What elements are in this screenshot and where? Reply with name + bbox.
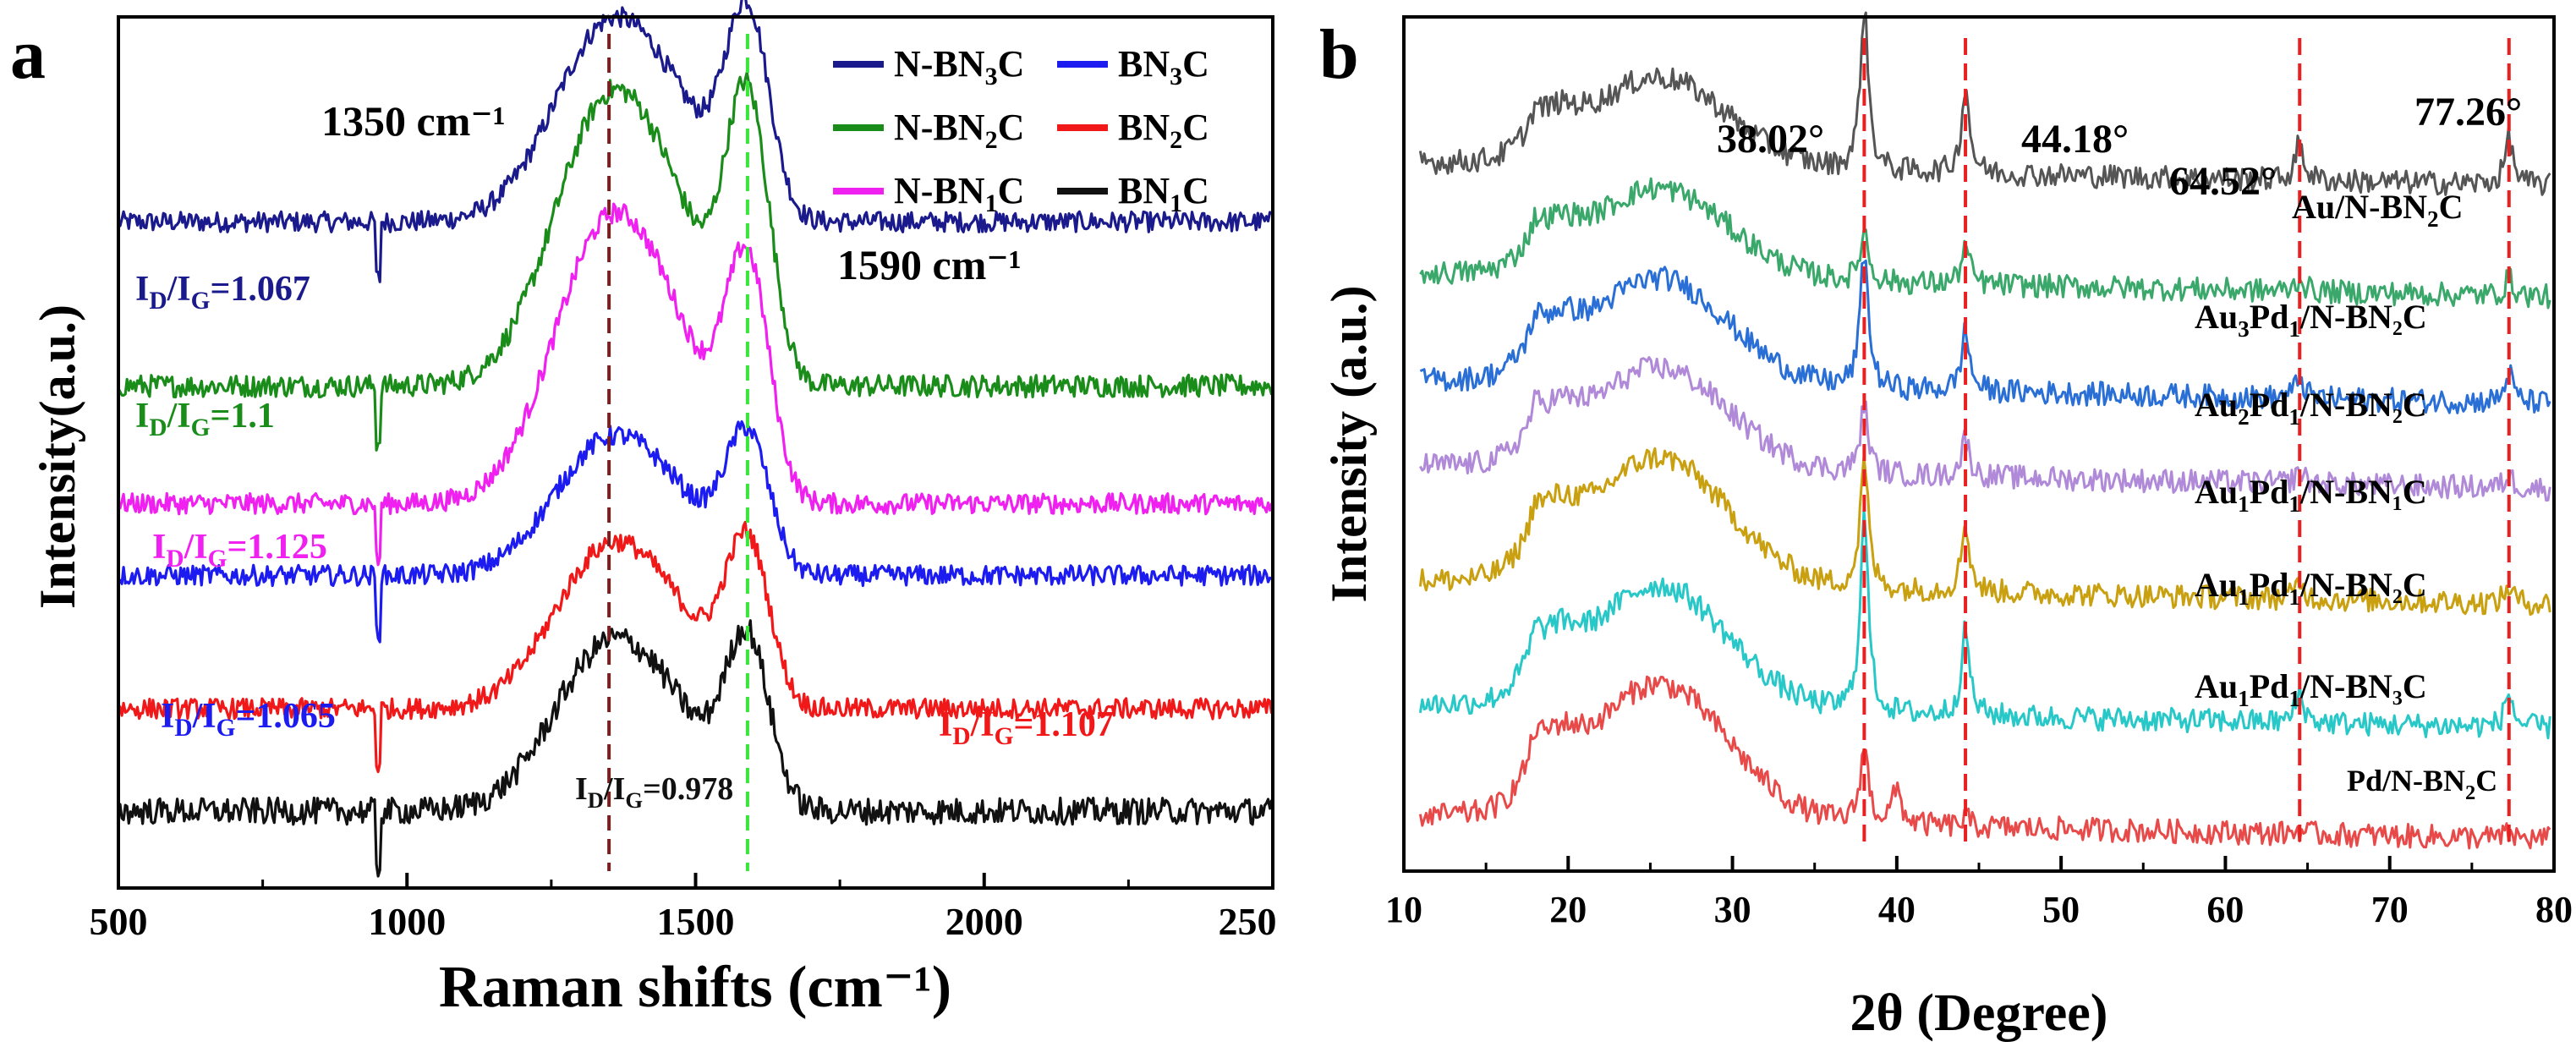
raman-legend-label: N-BN3C	[894, 43, 1024, 90]
panel-a-letter: a	[10, 15, 46, 94]
raman-ratio-BN1C: ID/IG=0.978	[575, 771, 733, 813]
xrd-tick-label: 30	[1714, 889, 1751, 930]
raman-reference-lines	[607, 34, 749, 871]
xrd-series-label-Au1Pd1/N-BN3C: Au1Pd1/N-BN₃C	[2195, 667, 2427, 711]
raman-legend-label: BN3C	[1118, 43, 1209, 90]
xrd-tick-label: 20	[1549, 889, 1587, 930]
raman-legend-label: BN1C	[1118, 170, 1209, 217]
xrd-tick-label: 80	[2535, 889, 2573, 930]
xrd-peak-label: 38.02°	[1717, 117, 1824, 162]
raman-ratio-N-BN2C: ID/IG=1.1	[135, 397, 275, 441]
raman-tick-label: 500	[90, 900, 148, 943]
raman-x-ticks: 500 1000 1500 2000 250	[90, 873, 1277, 943]
xrd-line-Au1Pd1/N-BN1C	[1419, 356, 2551, 502]
xrd-series-label-Au1Pd1/N-BN1C: Au1Pd1/N-BN₁C	[2195, 473, 2427, 517]
xrd-series-label-Au2Pd1/N-BN2C: Au2Pd1/N-BN₂C	[2195, 386, 2427, 430]
panel-b-letter: b	[1319, 15, 1359, 94]
xrd-series-labels: Au/N-BN2C Au3Pd1/N-BN₂C Au2Pd1/N-BN₂C Au1Pd…	[2195, 188, 2497, 804]
xrd-line-Au/N-BN2C	[1418, 11, 2551, 196]
xrd-x-ticks: 10 20 30 40 50 60 70 80	[1385, 856, 2573, 930]
raman-legend-label: BN2C	[1118, 107, 1209, 154]
raman-line-BN1C	[117, 619, 1274, 878]
xrd-tick-label: 40	[1878, 889, 1916, 930]
raman-ratio-BN3C: ID/IG=1.065	[161, 697, 336, 742]
xrd-plot-frame	[1402, 15, 2556, 873]
xrd-tick-label: 60	[2206, 889, 2244, 930]
xrd-line-Au1Pd1/N-BN3C	[1418, 508, 2551, 740]
xrd-x-axis-label: 2θ (Degree)	[1850, 984, 2108, 1042]
raman-line-N-BN3C	[117, 0, 1273, 283]
raman-line-N-BN1C	[117, 202, 1274, 567]
xrd-tick-label: 70	[2371, 889, 2409, 930]
raman-plot-frame	[117, 15, 1274, 890]
xrd-line-Pd/N-BN2C	[1418, 675, 2551, 850]
raman-ratio-N-BN1C: ID/IG=1.125	[152, 528, 327, 573]
raman-line-BN2C	[117, 520, 1274, 774]
raman-ratio-BN2C: ID/IG=1.107	[939, 705, 1114, 750]
xrd-peak-label: 44.18°	[2021, 117, 2129, 162]
xrd-tick-label: 10	[1385, 889, 1422, 930]
raman-x-axis-label: Raman shifts (cm⁻¹)	[439, 955, 951, 1020]
raman-legend-label: N-BN1C	[894, 170, 1024, 217]
raman-peak-label-d: 1350 cm⁻¹	[321, 97, 506, 145]
raman-line-N-BN2C	[117, 70, 1274, 452]
xrd-series-label-Pd/N-BN2C: Pd/N-BN2C	[2347, 764, 2497, 804]
raman-tick-label: 1000	[368, 900, 446, 943]
xrd-chart: 10 20 30 40 50 60 70 80 38.02° 44.18° 64.52° 77.26…	[1321, 11, 2573, 1042]
xrd-peak-label: 77.26°	[2414, 90, 2522, 134]
xrd-y-axis-label: Intensity (a.u.)	[1321, 285, 1377, 602]
xrd-peak-label: 64.52°	[2169, 159, 2277, 204]
xrd-series-label-Au3Pd1/N-BN2C: Au3Pd1/N-BN₂C	[2195, 298, 2427, 342]
xrd-line-Au3Pd1/N-BN2C	[1419, 177, 2551, 310]
xrd-series-label-Au/N-BN2C: Au/N-BN2C	[2292, 188, 2464, 232]
raman-legend-label: N-BN2C	[894, 107, 1024, 154]
raman-chart: 500 1000 1500 2000 250 ID/IG=1.067ID/IG=1.1I…	[30, 0, 1277, 1020]
xrd-tick-label: 50	[2042, 889, 2080, 930]
raman-line-BN3C	[118, 419, 1273, 644]
xrd-series-group	[1418, 11, 2551, 850]
xrd-line-Au1Pd1/N-BN2C	[1418, 447, 2551, 617]
raman-ratio-labels: ID/IG=1.067 ID/IG=1.1 ID/IG=1.125 ID/IG=1.0…	[135, 270, 1114, 813]
xrd-series-label-Au1Pd1/N-BN2C: Au1Pd1/N-BN₂C	[2195, 566, 2427, 610]
xrd-reference-lines	[1862, 38, 2511, 850]
raman-tick-label: 2000	[945, 900, 1023, 943]
raman-legend: N-BN3C BN3C N-BN2C BN2C N-BN1C BN1C	[833, 43, 1209, 217]
raman-tick-label: 1500	[657, 900, 735, 943]
raman-series-group	[117, 0, 1274, 878]
raman-y-axis-label: Intensity(a.u.)	[30, 304, 85, 609]
raman-ratio-N-BN3C: ID/IG=1.067	[135, 270, 310, 315]
xrd-peak-labels: 38.02° 44.18° 64.52° 77.26°	[1717, 90, 2522, 204]
raman-tick-label: 250	[1219, 900, 1277, 943]
raman-peak-label-g: 1590 cm⁻¹	[837, 241, 1022, 288]
xrd-line-Au2Pd1/N-BN2C	[1419, 259, 2551, 414]
